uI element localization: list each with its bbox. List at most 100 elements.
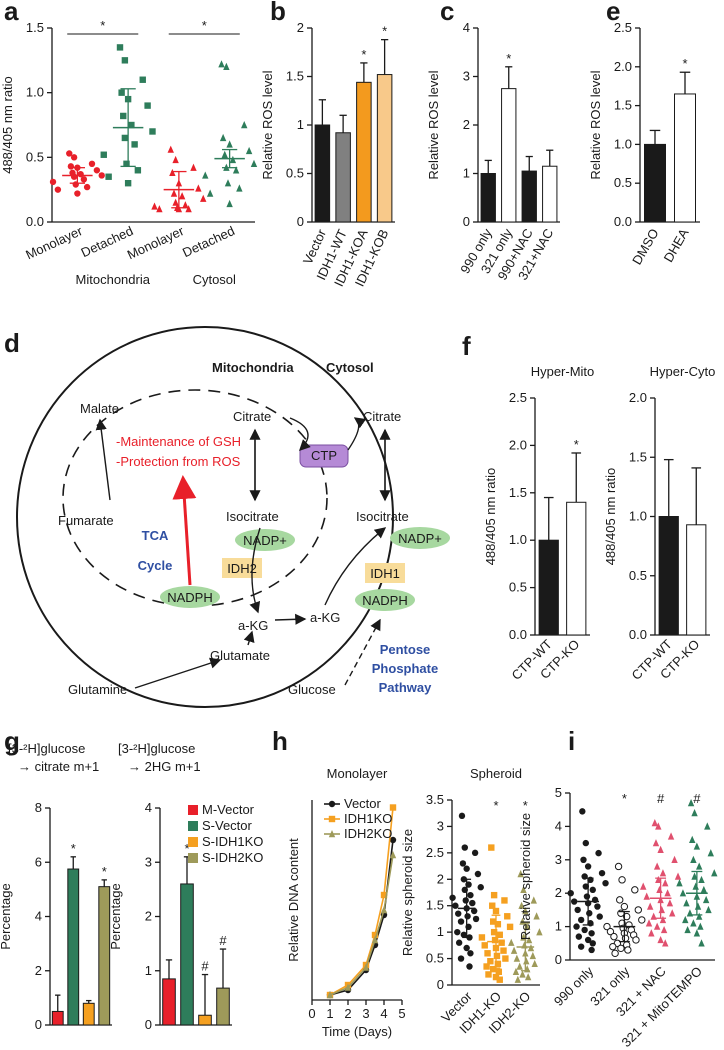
point bbox=[584, 863, 592, 870]
point bbox=[518, 901, 525, 909]
y-axis-label: Percentage bbox=[108, 883, 123, 950]
legend-swatch bbox=[188, 837, 198, 847]
significance: * bbox=[361, 47, 366, 62]
point bbox=[66, 150, 73, 157]
point bbox=[595, 849, 602, 857]
point bbox=[172, 198, 179, 206]
point bbox=[236, 184, 243, 192]
label: IDH1 bbox=[370, 566, 400, 581]
point bbox=[380, 891, 388, 899]
point bbox=[478, 934, 486, 941]
label: Pentose bbox=[380, 642, 431, 657]
point bbox=[512, 967, 520, 975]
bar bbox=[335, 132, 351, 223]
point bbox=[328, 830, 336, 838]
chart-title: Hyper-Mito bbox=[531, 364, 595, 379]
arrow bbox=[172, 475, 197, 586]
point bbox=[167, 145, 174, 153]
point bbox=[485, 971, 492, 978]
point bbox=[671, 855, 678, 863]
point bbox=[223, 62, 230, 70]
point bbox=[655, 822, 662, 830]
point bbox=[659, 869, 667, 877]
y-axis-label: Relative spheroid size bbox=[400, 829, 415, 956]
y-tick-label: 1.5 bbox=[509, 485, 527, 500]
point bbox=[489, 965, 497, 973]
point bbox=[711, 869, 718, 877]
point bbox=[611, 949, 619, 958]
bar bbox=[376, 74, 393, 223]
point bbox=[328, 815, 336, 823]
significance: * bbox=[382, 24, 387, 39]
point bbox=[700, 885, 708, 894]
point bbox=[464, 913, 471, 920]
point bbox=[653, 922, 661, 930]
y-tick-label: 0.5 bbox=[426, 951, 444, 966]
y-tick-label: 3.5 bbox=[426, 792, 444, 807]
point bbox=[584, 936, 592, 944]
diagram: d Mitochondria Cytosol Malate Citrate Ci… bbox=[4, 326, 450, 708]
point bbox=[588, 946, 595, 954]
y-tick-label: 2 bbox=[35, 963, 42, 978]
point bbox=[598, 869, 606, 877]
label: Pathway bbox=[379, 680, 433, 695]
y-axis-label: 488/405 nm ratio bbox=[483, 468, 498, 566]
arrow bbox=[289, 417, 311, 451]
y-tick-label: 0.0 bbox=[614, 214, 632, 229]
chart-title: [3-²H]glucose bbox=[8, 741, 85, 756]
label: TCA bbox=[142, 528, 169, 543]
significance: * bbox=[202, 18, 207, 33]
bar bbox=[356, 81, 372, 223]
point bbox=[67, 163, 75, 170]
label: NADPH bbox=[362, 593, 408, 608]
point bbox=[581, 926, 588, 934]
point bbox=[389, 804, 397, 811]
point bbox=[658, 905, 665, 914]
significance: * bbox=[506, 51, 511, 66]
point bbox=[484, 950, 491, 957]
point bbox=[170, 189, 178, 197]
significance: * bbox=[682, 56, 687, 71]
point bbox=[638, 916, 646, 924]
arrow bbox=[344, 618, 381, 686]
y-tick-label: 4 bbox=[35, 909, 42, 924]
label: Citrate bbox=[363, 409, 401, 424]
label: Cytosol bbox=[326, 360, 374, 375]
point bbox=[606, 927, 615, 936]
point bbox=[645, 919, 653, 927]
point bbox=[495, 968, 503, 975]
series-line bbox=[329, 854, 394, 996]
point bbox=[659, 915, 667, 924]
point bbox=[631, 886, 639, 894]
point bbox=[510, 946, 518, 954]
point bbox=[190, 163, 197, 171]
point bbox=[516, 962, 523, 970]
label: IDH2 bbox=[227, 561, 257, 576]
bar bbox=[82, 1002, 95, 1026]
legend-label: S-IDH2KO bbox=[202, 850, 263, 865]
point bbox=[466, 963, 473, 970]
legend-label: Vector bbox=[344, 796, 382, 811]
point bbox=[662, 939, 669, 947]
y-tick-label: 2.0 bbox=[509, 437, 527, 452]
point bbox=[500, 947, 507, 954]
point bbox=[662, 879, 669, 887]
y-tick-label: 0.0 bbox=[26, 214, 44, 229]
bar bbox=[542, 165, 558, 223]
point bbox=[481, 942, 488, 949]
y-tick-label: 1 bbox=[297, 117, 304, 132]
point bbox=[178, 192, 186, 200]
y-tick-label: 2.5 bbox=[509, 390, 527, 405]
point bbox=[182, 201, 189, 209]
x-tick-label: 2 bbox=[344, 1006, 351, 1021]
point bbox=[172, 155, 179, 164]
point bbox=[467, 891, 474, 899]
y-tick-label: 2 bbox=[437, 871, 444, 886]
legend-swatch bbox=[188, 821, 198, 831]
point bbox=[121, 57, 129, 64]
label: NADP+ bbox=[243, 533, 287, 548]
significance: # bbox=[657, 791, 665, 806]
point bbox=[116, 44, 124, 51]
bar bbox=[686, 524, 707, 636]
